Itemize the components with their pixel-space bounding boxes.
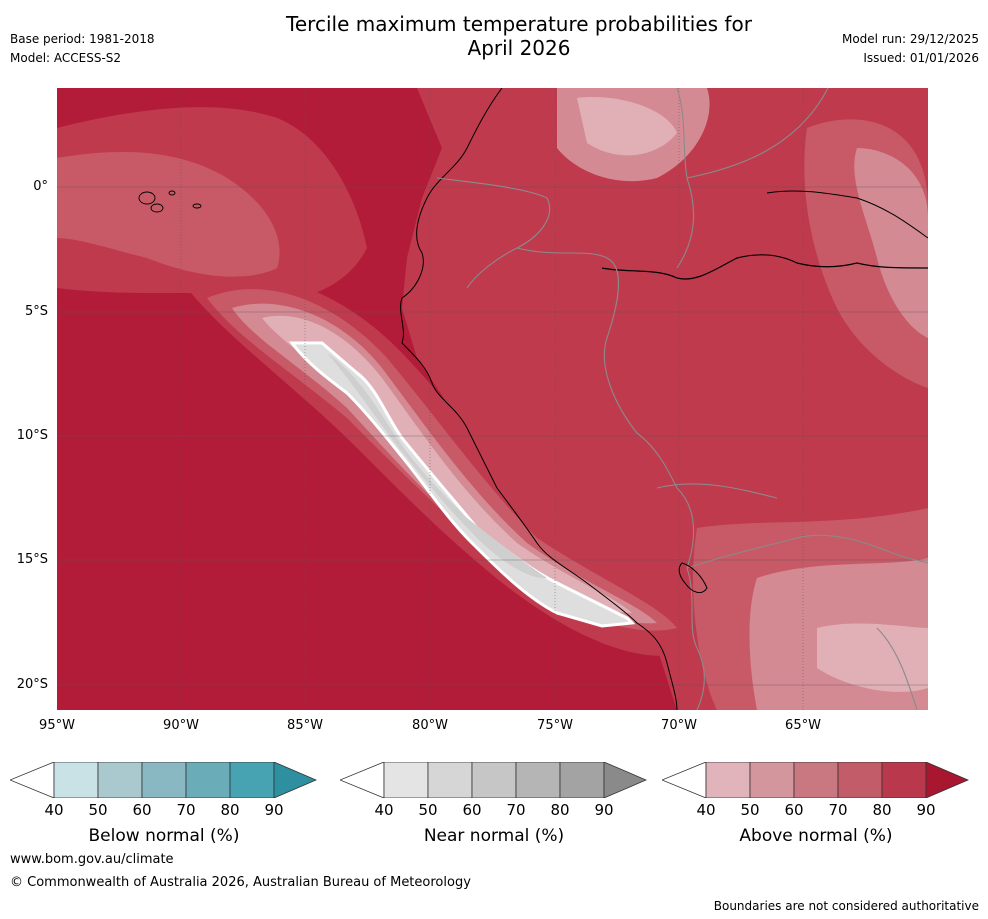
lat-label-5s: 5°S [24,304,48,319]
grid-lines-lat [57,186,928,686]
metadata-right: Model run: 29/12/2025 Issued: 01/01/2026 [842,30,979,68]
tick-below-40: 40 [44,801,64,819]
north-ocean-above-60 [57,152,280,277]
probability-map [57,88,928,710]
website-link[interactable]: www.bom.gov.au/climate [10,852,174,867]
title-line-1: Tercile maximum temperature probabilitie… [286,12,752,36]
north-land-above-50 [577,97,677,156]
lon-label-95w: 95°W [39,718,75,733]
lake-titicaca [678,562,708,594]
boundary-disclaimer: Boundaries are not considered authoritat… [713,899,979,913]
model-name: Model: ACCESS-S2 [10,51,122,65]
map-svg [57,88,928,710]
copyright-text: © Commonwealth of Australia 2026, Austra… [10,875,471,890]
tick-below-80: 80 [220,801,240,819]
tick-above-80: 80 [872,801,892,819]
colorbar-above-svg [660,761,970,799]
lat-label-15s: 15°S [16,552,48,567]
lat-label-20s: 20°S [16,677,48,692]
tick-above-40: 40 [696,801,716,819]
colorbar-near-normal [338,761,648,802]
colorbar-below-60 [141,761,187,799]
colorbar-near-70 [515,761,561,799]
metadata-left: Base period: 1981-2018 Model: ACCESS-S2 [10,30,155,68]
lon-label-85w: 85°W [287,718,323,733]
tick-near-60: 60 [462,801,482,819]
amazon-river [601,254,928,280]
colorbar-near-50 [427,761,473,799]
lon-label-90w: 90°W [163,718,199,733]
tick-above-50: 50 [740,801,760,819]
colorbar-above-title: Above normal (%) [739,826,893,846]
lon-label-75w: 75°W [537,718,573,733]
map-title: Tercile maximum temperature probabilitie… [194,12,844,60]
coastline [400,88,678,710]
colorbar-near-80 [559,761,605,799]
colorbar-below-80 [229,761,275,799]
colorbar-near-svg [338,761,648,799]
tick-near-90: 90 [594,801,614,819]
tick-near-80: 80 [550,801,570,819]
tick-below-60: 60 [132,801,152,819]
issued-date: Issued: 01/01/2026 [863,51,979,65]
colorbar-near-title: Near normal (%) [423,826,565,846]
galapagos-islands [138,190,202,213]
tick-below-50: 50 [88,801,108,819]
colorbar-above-60 [793,761,839,799]
colorbar-above-70 [837,761,883,799]
colorbar-below-90 [273,761,318,799]
southeast-land-above-40 [817,623,928,692]
lon-label-70w: 70°W [661,718,697,733]
base-period: Base period: 1981-2018 [10,32,155,46]
colorbar-below-svg [8,761,318,799]
colorbar-near-40 [383,761,429,799]
colorbar-below-title: Below normal (%) [88,826,240,846]
colorbar-below-70 [185,761,231,799]
colorbar-above-90 [925,761,970,799]
tick-above-60: 60 [784,801,804,819]
lat-label-10s: 10°S [16,428,48,443]
colorbar-above-80 [881,761,927,799]
title-line-2: April 2026 [467,36,571,60]
near-normal-core [327,353,547,579]
tick-above-90: 90 [916,801,936,819]
colorbar-below-40 [53,761,99,799]
colorbar-below-normal [8,761,318,802]
colorbar-below-50 [97,761,143,799]
east-land-above-50 [854,148,928,338]
tick-below-90: 90 [264,801,284,819]
colorbar-above-50 [749,761,795,799]
tick-near-70: 70 [506,801,526,819]
colorbar-above-normal [660,761,970,802]
colorbar-near-90 [603,761,648,799]
colorbar-above-40 [705,761,751,799]
amazon-tributary [766,190,928,239]
tick-near-40: 40 [374,801,394,819]
tick-near-50: 50 [418,801,438,819]
model-run: Model run: 29/12/2025 [841,32,979,46]
lon-label-65w: 65°W [785,718,821,733]
colorbar-near-60 [471,761,517,799]
country-borders [436,88,928,710]
tick-above-70: 70 [828,801,848,819]
lat-label-0: 0° [33,179,48,194]
lon-label-80w: 80°W [412,718,448,733]
tick-below-70: 70 [176,801,196,819]
